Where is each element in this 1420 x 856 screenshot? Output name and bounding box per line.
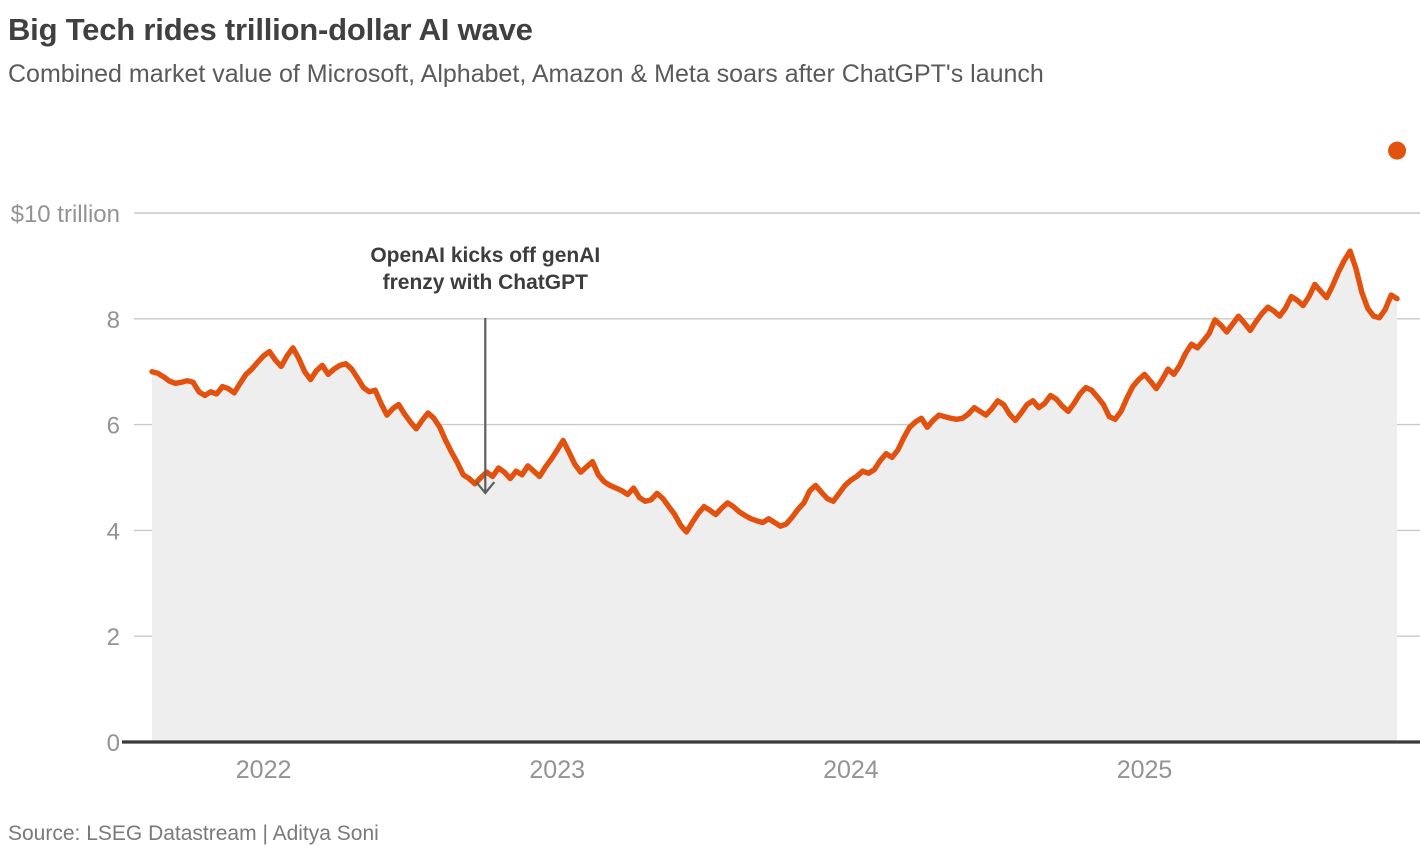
y-tick-label: 8 [107,307,120,334]
x-tick-label: 2023 [529,756,585,784]
y-axis-tick-labels: 0 2 4 6 8 $10 trillion [11,201,120,757]
x-axis-tick-labels: 2022 2023 2024 2025 [236,756,1173,784]
annotation-line-1: OpenAI kicks off genAI [370,244,600,267]
x-tick-label: 2024 [823,756,879,784]
x-tick-label: 2022 [236,756,292,784]
chart-header: Big Tech rides trillion-dollar AI wave C… [8,0,1412,88]
annotation-line-2: frenzy with ChatGPT [383,271,589,294]
y-tick-label: 2 [107,624,120,651]
chart-subtitle: Combined market value of Microsoft, Alph… [8,59,1044,88]
area-fill [152,251,1398,742]
x-tick-label: 2025 [1117,756,1173,784]
value-line [149,248,1400,535]
page-title: Big Tech rides trillion-dollar AI wave [8,12,533,47]
y-tick-label: 4 [107,518,120,545]
y-tick-label: 0 [107,730,120,757]
y-tick-label: 6 [107,413,120,440]
series-area-fill [152,251,1398,742]
gridlines [134,212,1420,637]
series-end-marker [1388,141,1407,160]
source-credit: Source: LSEG Datastream | Aditya Soni [8,822,379,845]
series-line [149,248,1400,535]
y-tick-label: $10 trillion [11,201,120,228]
latest-value-dot [1388,141,1407,160]
chart-annotations: OpenAI kicks off genAI frenzy with ChatGP… [370,244,600,495]
annotation-arrow-head [475,481,496,495]
